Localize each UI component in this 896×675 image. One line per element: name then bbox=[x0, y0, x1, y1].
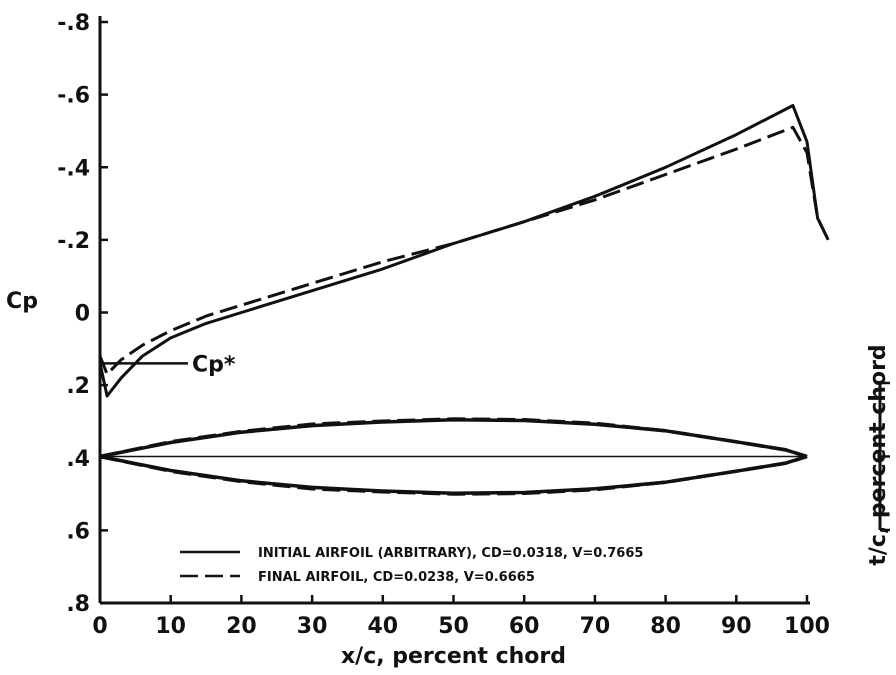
y-tick-label: -.6 bbox=[57, 84, 90, 109]
x-tick-label: 0 bbox=[92, 614, 107, 639]
x-tick-label: 10 bbox=[155, 614, 186, 639]
t-c-axis-label: t/c, percent chord bbox=[866, 344, 891, 565]
x-tick-label: 100 bbox=[784, 614, 830, 639]
y-tick-label: 0 bbox=[75, 302, 90, 327]
cp-series-1 bbox=[98, 104, 830, 398]
x-tick-label: 60 bbox=[509, 614, 540, 639]
x-tick-label: 70 bbox=[580, 614, 611, 639]
airfoil-upper-2 bbox=[99, 417, 808, 459]
airfoil-lower-2 bbox=[99, 454, 808, 496]
legend: INITIAL AIRFOIL (ARBITRARY), CD=0.0318, … bbox=[180, 546, 643, 585]
y-tick-label: -.4 bbox=[57, 156, 90, 181]
x-tick-label: 50 bbox=[438, 614, 469, 639]
x-tick-label: 40 bbox=[367, 614, 398, 639]
x-tick-label: 90 bbox=[721, 614, 752, 639]
legend-label-1: INITIAL AIRFOIL (ARBITRARY), CD=0.0318, … bbox=[258, 546, 643, 561]
y-tick-label: .4 bbox=[66, 447, 90, 472]
x-tick-label: 20 bbox=[226, 614, 257, 639]
y-tick-label: .6 bbox=[66, 519, 90, 544]
x-axis-label: x/c, percent chord bbox=[341, 644, 566, 669]
y-tick-label: -.2 bbox=[57, 229, 90, 254]
axes bbox=[98, 16, 890, 605]
cp-star-label: Cp* bbox=[192, 352, 236, 377]
cp-series-2 bbox=[98, 125, 830, 376]
series-layer bbox=[98, 104, 830, 496]
tick-labels: -.8-.6-.4-.20.2.4.6.80 10 20 30 40 50 60 70 80 90… bbox=[6, 11, 891, 669]
legend-label-2: FINAL AIRFOIL, CD=0.0238, V=0.6665 bbox=[258, 570, 535, 585]
x-tick-label: 80 bbox=[650, 614, 681, 639]
y-axis-label: Cp bbox=[6, 289, 38, 314]
y-tick-label: -.8 bbox=[57, 11, 90, 36]
x-tick-label: 30 bbox=[297, 614, 328, 639]
y-tick-label: .2 bbox=[66, 374, 90, 399]
y-tick-label: .8 bbox=[66, 592, 90, 617]
